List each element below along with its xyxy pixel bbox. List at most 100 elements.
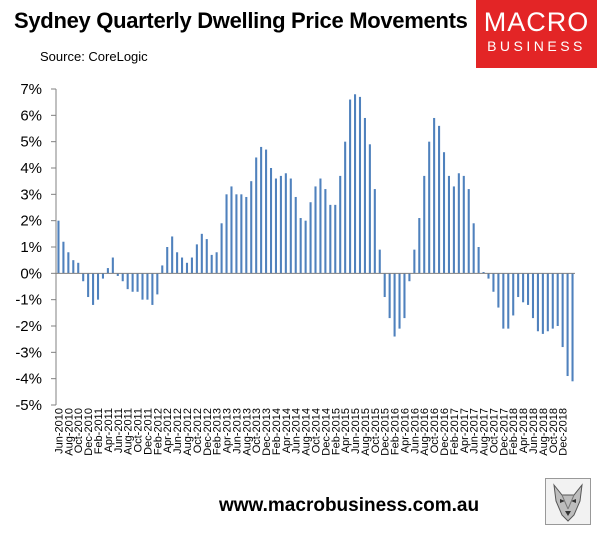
x-tick-label: Apr-2013 (222, 408, 234, 453)
bar (181, 257, 184, 274)
x-tick-label: Apr-2012 (162, 408, 174, 453)
macrobusiness-logo[interactable]: MACRO BUSINESS (476, 0, 597, 68)
x-tick-label: Oct-2014 (311, 408, 323, 453)
bar (304, 220, 307, 274)
bar (205, 239, 208, 274)
x-tick-label: Jun-2018 (528, 408, 540, 454)
x-tick-label: Aug-2014 (301, 408, 313, 456)
x-tick-label: Feb-2011 (93, 408, 105, 454)
bar (358, 96, 362, 274)
x-tick-label: Apr-2016 (399, 408, 411, 453)
y-tick-label: 7% (20, 81, 42, 98)
bar (136, 273, 139, 292)
bars (57, 94, 574, 382)
bar (334, 204, 337, 274)
x-tick-label: Apr-2015 (340, 408, 352, 453)
bar (462, 175, 465, 274)
x-axis: Jun-2010Aug-2010Oct-2010Dec-2010Feb-2011… (53, 272, 575, 456)
x-tick-label: Feb-2013 (212, 408, 224, 455)
bar (190, 257, 193, 274)
bar (541, 273, 544, 334)
bar (166, 247, 169, 274)
x-tick-label: Dec-2018 (558, 408, 570, 456)
bar (106, 268, 109, 274)
bar (240, 194, 243, 274)
bar (378, 249, 381, 274)
website-url[interactable]: www.macrobusiness.com.au (219, 495, 480, 516)
bar (82, 273, 85, 282)
x-tick-label: Oct-2011 (133, 408, 145, 452)
bar (62, 241, 65, 274)
bar (433, 117, 436, 274)
bar (225, 194, 228, 274)
logo-line-business: BUSINESS (487, 38, 586, 54)
y-tick-label: -1% (15, 292, 42, 309)
y-tick-label: 0% (20, 265, 42, 282)
logo-line-macro: MACRO (483, 7, 590, 37)
bar (131, 273, 134, 292)
y-tick-label: -5% (15, 397, 42, 414)
bar (121, 273, 124, 282)
bar (284, 173, 287, 274)
bar (200, 233, 203, 274)
x-tick-label: Feb-2016 (390, 408, 402, 455)
bar (87, 273, 90, 298)
x-tick-label: Dec-2011 (142, 408, 154, 455)
x-tick-label: Jun-2012 (172, 408, 184, 454)
y-tick-label: 3% (20, 186, 42, 203)
bar (393, 273, 396, 337)
bar (349, 99, 352, 274)
bar (492, 273, 495, 292)
x-tick-label: Apr-2011 (103, 408, 115, 452)
bar (329, 204, 332, 274)
bar (245, 196, 248, 274)
x-tick-label: Aug-2012 (182, 408, 194, 456)
bar (111, 257, 114, 274)
bar (388, 273, 391, 319)
x-tick-label: Jun-2014 (291, 408, 303, 454)
x-tick-label: Jun-2011 (113, 408, 125, 453)
bar (215, 252, 218, 274)
bar (77, 262, 80, 274)
x-tick-label: Aug-2018 (538, 408, 550, 456)
bar (171, 236, 174, 274)
bar (363, 117, 366, 274)
bar (398, 273, 401, 329)
bar (457, 173, 460, 274)
x-tick-label: Dec-2015 (380, 408, 392, 456)
x-tick-label: Oct-2015 (370, 408, 382, 453)
x-tick-label: Dec-2016 (439, 408, 451, 456)
bar (408, 273, 411, 282)
bar (265, 149, 268, 274)
bar (220, 223, 223, 274)
price-movement-chart: -5% -4% -3% -2% -1% 0% 1% 2% 3% 4% 5% 6% 7% Jun-2010… (15, 81, 575, 456)
bar (482, 272, 485, 274)
bar (556, 273, 559, 326)
x-tick-label: Feb-2015 (330, 408, 342, 455)
chart-title: Sydney Quarterly Dwelling Price Movement… (14, 8, 468, 33)
bar (447, 175, 450, 274)
bar (72, 260, 75, 274)
y-tick-label: 6% (20, 107, 42, 124)
bar (566, 273, 569, 377)
x-tick-label: Jun-2013 (231, 408, 243, 454)
bar (517, 273, 520, 298)
bar (487, 273, 490, 279)
x-tick-label: Apr-2014 (281, 408, 293, 453)
bar (101, 273, 104, 279)
bar (413, 249, 416, 274)
x-tick-label: Apr-2018 (518, 408, 530, 453)
x-tick-label: Apr-2017 (459, 408, 471, 453)
y-tick-label: -4% (15, 371, 42, 388)
bar (151, 273, 154, 305)
bar (309, 202, 312, 274)
bar (324, 189, 327, 274)
bar (195, 244, 198, 274)
bar (354, 94, 357, 274)
bar (260, 146, 263, 274)
y-tick-label: -2% (15, 318, 42, 335)
bar (161, 265, 164, 274)
bar (403, 273, 406, 319)
x-tick-label: Jun-2017 (469, 408, 481, 454)
bar (368, 144, 371, 274)
